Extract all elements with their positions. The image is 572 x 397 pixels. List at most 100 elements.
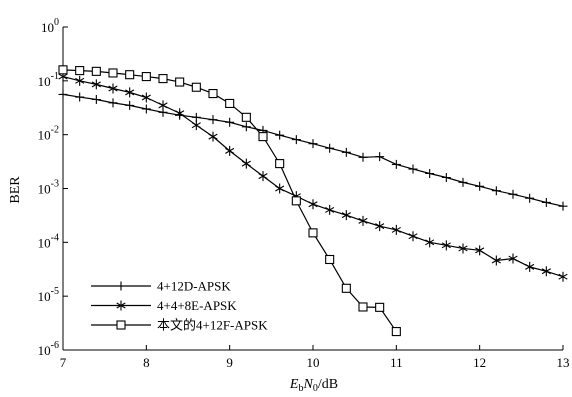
x-tick-label: 8 (143, 355, 150, 370)
y-axis-title: BER (8, 176, 23, 204)
series-1-marker (208, 115, 218, 125)
x-axis-title-suffix: /dB (318, 377, 338, 392)
series-1-marker (508, 189, 518, 199)
series-1-marker (125, 100, 135, 110)
y-tick-label-base: 10 (38, 289, 51, 304)
legend-entry-3: 本文的4+12F-APSK (91, 318, 268, 333)
x-axis-title-symbol-n: N (302, 377, 313, 392)
series-3-marker (341, 283, 351, 293)
series-2-marker (308, 199, 318, 210)
series-2-marker (341, 210, 351, 221)
series-3-marker (325, 254, 335, 265)
series-3-marker (208, 89, 218, 99)
series-2-marker (325, 204, 335, 215)
series-3-marker (241, 112, 251, 122)
series-2-marker (241, 158, 251, 169)
series-3 (58, 65, 401, 337)
series-2-marker (441, 240, 451, 251)
y-tick-label-base: 10 (38, 74, 51, 89)
legend-label-3: 本文的4+12F-APSK (157, 318, 268, 333)
y-tick-label: 100 (41, 17, 59, 35)
series-1 (58, 89, 568, 211)
legend-marker-1 (116, 281, 126, 291)
y-tick-label: 10-5 (38, 286, 59, 304)
series-3-marker (91, 66, 101, 76)
x-tick-label: 12 (473, 355, 486, 370)
series-1-marker (475, 181, 485, 191)
series-3-marker (141, 72, 151, 82)
y-tick-label-base: 10 (38, 128, 51, 143)
series-3-marker (108, 68, 118, 78)
series-2-marker (358, 215, 368, 226)
series-3-marker (191, 82, 201, 92)
y-tick-label-base: 10 (38, 235, 51, 250)
series-2-marker (375, 221, 385, 232)
series-2-marker (458, 243, 468, 254)
series-2-marker (91, 79, 101, 90)
series-2-marker (125, 87, 135, 98)
series-3-marker (158, 74, 168, 84)
series-1-marker (91, 95, 101, 105)
x-tick-label: 11 (390, 355, 403, 370)
series-3-marker (175, 77, 185, 87)
series-1-marker (341, 147, 351, 157)
series-2-marker (208, 131, 218, 142)
series-2-marker (141, 92, 151, 103)
series-1-marker (358, 152, 368, 162)
series-2-marker (158, 100, 168, 111)
x-tick-label: 13 (557, 355, 570, 370)
legend-entry-1: 4+12D-APSK (91, 279, 231, 294)
y-tick-label-exponent: -2 (51, 125, 59, 136)
y-tick-label-base: 10 (38, 182, 51, 197)
series-1-marker (308, 139, 318, 149)
series-2-marker (75, 75, 85, 86)
x-axis-title: EbN0/dB (289, 377, 338, 394)
y-tick-label-exponent: -5 (51, 286, 59, 297)
series-1-marker (408, 164, 418, 174)
series-1-marker (491, 186, 501, 196)
x-tick-label: 10 (307, 355, 320, 370)
series-2-marker (191, 120, 201, 131)
series-2-marker (225, 145, 235, 156)
y-tick-label-exponent: -1 (51, 71, 59, 82)
series-1-marker (141, 104, 151, 114)
series-2-marker (525, 261, 535, 272)
series-3-marker (291, 196, 301, 206)
series-2-marker (408, 231, 418, 242)
legend-marker-3 (116, 320, 126, 330)
legend-entry-2: 4+4+8E-APSK (91, 298, 237, 313)
series-1-marker (375, 152, 385, 162)
series-2-marker (391, 224, 401, 235)
series-1-marker (458, 177, 468, 187)
series-1-marker (58, 89, 68, 99)
y-tick-label: 10-3 (38, 179, 59, 197)
x-tick-label: 7 (60, 355, 67, 370)
series-3-marker (225, 98, 235, 109)
legend: 4+12D-APSK 4+4+8E-APSK 本文的4+12F-APSK (91, 279, 268, 333)
y-tick-label: 10-6 (38, 340, 59, 358)
x-axis-title-subscript-b: b (298, 383, 303, 394)
series-1-marker (558, 201, 568, 211)
series-2-marker (508, 253, 518, 264)
y-tick-label: 10-4 (38, 232, 59, 250)
x-axis-title-subscript-0: 0 (313, 383, 318, 394)
series-1-marker (291, 135, 301, 145)
series-2-marker (541, 266, 551, 277)
series-1-marker (525, 193, 535, 203)
series-3-marker (125, 70, 135, 80)
series-1-marker (225, 117, 235, 127)
legend-marker-2 (116, 300, 126, 311)
series-1-marker (441, 173, 451, 183)
series-2-marker (491, 255, 501, 266)
series-2-marker (108, 83, 118, 94)
series-2-marker (258, 171, 268, 182)
series-1-marker (425, 168, 435, 178)
y-tick-label-exponent: -3 (51, 179, 59, 190)
series-1-marker (241, 122, 251, 132)
series-3-marker (58, 65, 68, 75)
series-1-marker (75, 92, 85, 102)
series-3-marker (75, 66, 85, 76)
